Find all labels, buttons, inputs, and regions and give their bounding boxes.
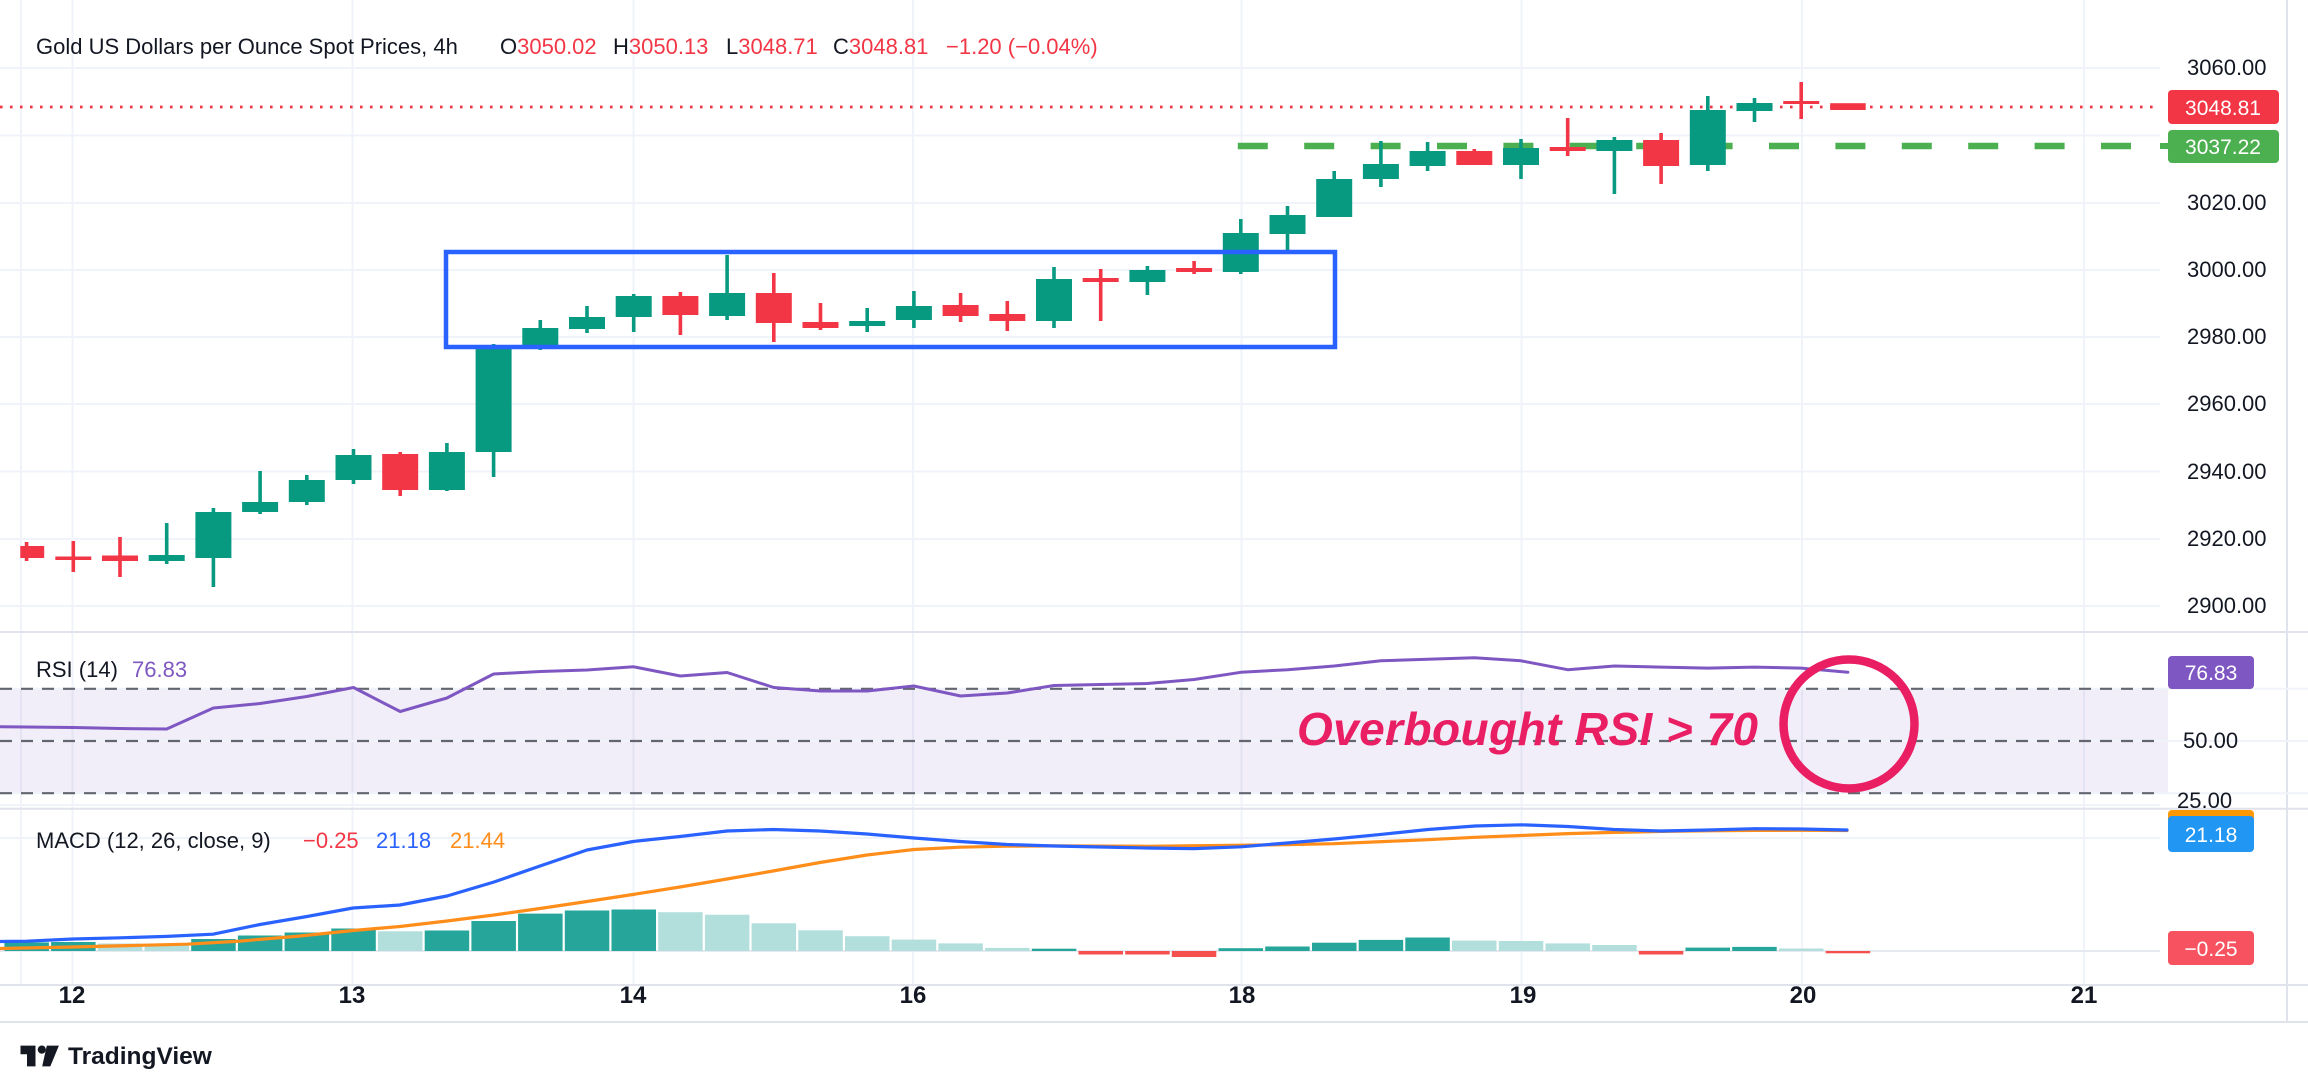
svg-text:RSI (14): RSI (14) — [36, 657, 118, 682]
svg-text:21.18: 21.18 — [376, 828, 431, 853]
svg-text:Gold US Dollars per Ounce Spot: Gold US Dollars per Ounce Spot Prices, 4… — [36, 34, 458, 59]
svg-text:2980.00: 2980.00 — [2187, 324, 2267, 349]
svg-text:TradingView: TradingView — [68, 1043, 213, 1070]
svg-text:21.18: 21.18 — [2185, 824, 2238, 847]
svg-text:3048.81: 3048.81 — [2185, 97, 2261, 120]
svg-text:3020.00: 3020.00 — [2187, 190, 2267, 215]
svg-text:76.83: 76.83 — [132, 657, 187, 682]
svg-text:−0.25: −0.25 — [303, 828, 359, 853]
svg-text:MACD (12, 26, close, 9): MACD (12, 26, close, 9) — [36, 828, 271, 853]
svg-text:3000.00: 3000.00 — [2187, 257, 2267, 282]
svg-text:2940.00: 2940.00 — [2187, 459, 2267, 484]
svg-text:2920.00: 2920.00 — [2187, 526, 2267, 551]
svg-text:25.00: 25.00 — [2177, 788, 2232, 813]
svg-text:16: 16 — [900, 982, 927, 1009]
svg-text:50.00: 50.00 — [2183, 728, 2238, 753]
svg-text:O3050.02: O3050.02 — [500, 34, 597, 59]
svg-text:20: 20 — [1790, 982, 1817, 1009]
svg-text:3060.00: 3060.00 — [2187, 55, 2267, 80]
svg-text:L3048.71: L3048.71 — [726, 34, 818, 59]
svg-text:18: 18 — [1229, 982, 1256, 1009]
svg-text:H3050.13: H3050.13 — [613, 34, 708, 59]
svg-text:76.83: 76.83 — [2185, 662, 2238, 685]
svg-text:3037.22: 3037.22 — [2185, 136, 2261, 159]
svg-text:−1.20 (−0.04%): −1.20 (−0.04%) — [946, 34, 1098, 59]
svg-text:14: 14 — [620, 982, 647, 1009]
svg-text:C3048.81: C3048.81 — [833, 34, 928, 59]
svg-text:21.44: 21.44 — [450, 828, 505, 853]
svg-text:19: 19 — [1510, 982, 1537, 1009]
svg-text:12: 12 — [59, 982, 86, 1009]
svg-text:−0.25: −0.25 — [2184, 938, 2237, 961]
svg-text:Overbought RSI > 70: Overbought RSI > 70 — [1297, 703, 1758, 755]
svg-text:21: 21 — [2071, 982, 2098, 1009]
svg-text:13: 13 — [339, 982, 366, 1009]
svg-text:2960.00: 2960.00 — [2187, 391, 2267, 416]
svg-text:2900.00: 2900.00 — [2187, 593, 2267, 618]
